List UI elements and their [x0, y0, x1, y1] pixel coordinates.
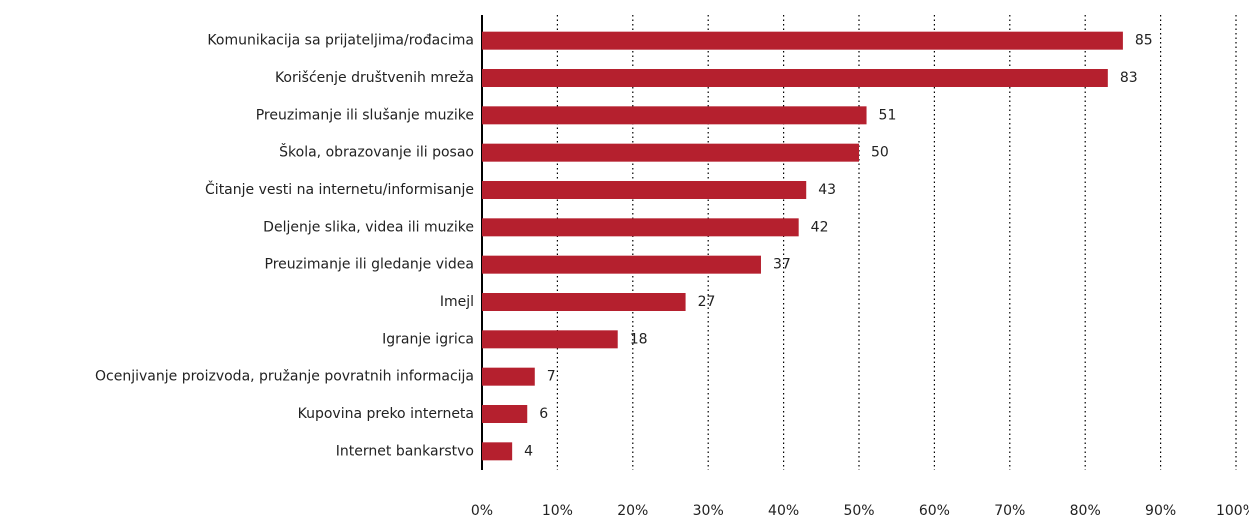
value-label: 85 — [1135, 33, 1153, 49]
x-tick-label: 60% — [919, 503, 950, 519]
value-label: 37 — [773, 257, 791, 273]
y-tick-label: Preuzimanje ili slušanje muzike — [256, 107, 474, 123]
x-tick-label: 40% — [768, 503, 799, 519]
y-tick-label: Čitanje vesti na internetu/informisanje — [205, 180, 474, 198]
bar — [482, 255, 761, 274]
value-label: 50 — [871, 145, 889, 161]
bar — [482, 69, 1108, 87]
y-tick-label: Komunikacija sa prijateljima/rođacima — [207, 33, 474, 49]
bar — [482, 106, 867, 125]
y-tick-label: Ocenjivanje proizvoda, pružanje povratni… — [95, 369, 474, 385]
value-label: 43 — [818, 182, 836, 198]
value-label: 18 — [630, 331, 648, 347]
y-tick-label: Kupovina preko interneta — [298, 406, 474, 422]
value-label: 51 — [879, 107, 897, 123]
x-tick-label: 0% — [471, 503, 493, 519]
bar — [482, 143, 859, 162]
y-tick-label: Preuzimanje ili gledanje videa — [265, 257, 474, 273]
y-tick-label: Deljenje slika, videa ili muzike — [263, 219, 474, 235]
bar — [482, 367, 535, 386]
value-label: 6 — [539, 406, 548, 422]
x-tick-label: 70% — [994, 503, 1025, 519]
y-tick-label: Imejl — [440, 294, 474, 310]
value-label: 83 — [1120, 70, 1138, 86]
x-tick-label: 80% — [1070, 503, 1101, 519]
x-tick-label: 50% — [843, 503, 874, 519]
value-label: 27 — [698, 294, 716, 310]
value-label: 4 — [524, 443, 533, 459]
y-tick-label: Igranje igrica — [382, 331, 474, 347]
value-label: 7 — [547, 369, 556, 385]
bar — [482, 293, 686, 311]
y-tick-label: Korišćenje društvenih mreža — [275, 70, 474, 86]
x-tick-label: 90% — [1145, 503, 1176, 519]
y-tick-label: Internet bankarstvo — [336, 443, 474, 459]
x-tick-label: 20% — [617, 503, 648, 519]
x-tick-label: 100% — [1216, 503, 1249, 519]
bar — [482, 330, 618, 349]
bar — [482, 405, 528, 423]
x-tick-label: 10% — [542, 503, 573, 519]
y-tick-label: Škola, obrazovanje ili posao — [279, 143, 474, 161]
x-tick-label: 30% — [693, 503, 724, 519]
bar — [482, 31, 1123, 50]
bar — [482, 181, 807, 199]
bar — [482, 442, 513, 461]
value-label: 42 — [811, 219, 829, 235]
bar — [482, 218, 799, 237]
